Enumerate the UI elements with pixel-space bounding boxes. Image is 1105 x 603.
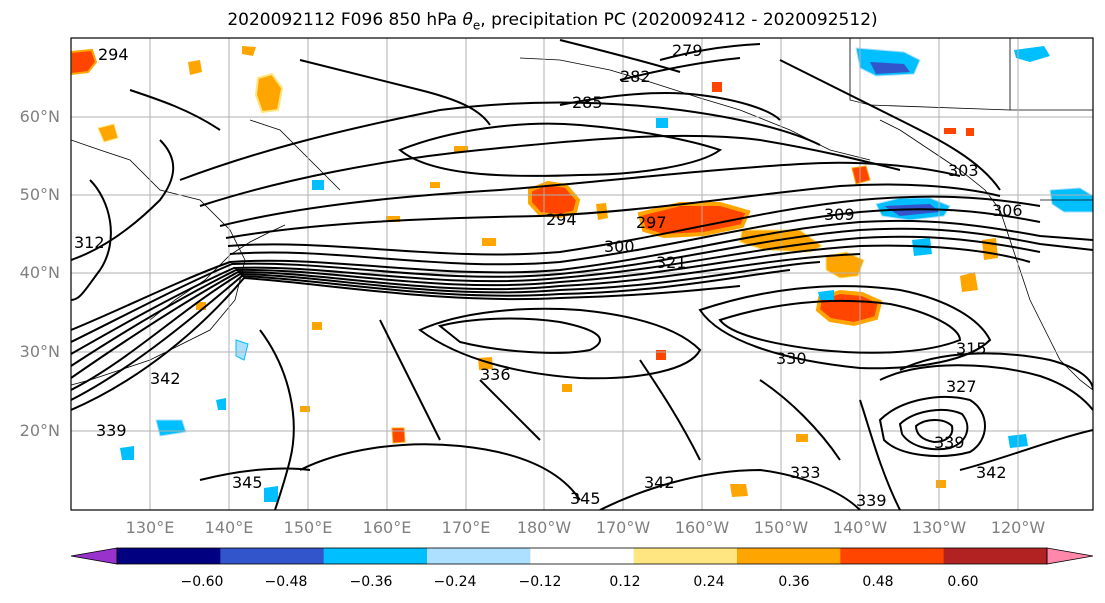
colorbar-tick-label: 0.36 (778, 574, 810, 590)
contour-label: 309 (824, 205, 855, 224)
colorbar-cell (943, 548, 1048, 564)
colorbar-tick-label: −0.48 (264, 574, 308, 590)
colorbar-tick-label: 0.12 (609, 574, 641, 590)
lon-label: 130°W (911, 518, 967, 537)
map-title: 2020092112 F096 850 hPa θe, precipitatio… (227, 10, 878, 33)
contour-label: 345 (570, 489, 601, 508)
contour-label: 294 (546, 210, 577, 229)
map-plot-area: 294 279 282 285 294 297 300 309 306 303 … (71, 38, 1093, 510)
contour-label: 330 (776, 349, 807, 368)
contour-label: 306 (992, 201, 1023, 220)
lon-label: 160°W (674, 518, 730, 537)
colorbar-extend-min (70, 547, 118, 565)
contour-labels: 294 279 282 285 294 297 300 309 306 303 … (74, 41, 1023, 510)
contour-label: 342 (976, 463, 1007, 482)
lon-label: 170°E (441, 518, 491, 537)
colorbar-cell (117, 548, 221, 564)
lat-label: 60°N (19, 107, 60, 126)
contour-label: 333 (790, 463, 821, 482)
colorbar-cells (117, 548, 1048, 564)
colorbar-extend-max (1046, 547, 1094, 565)
colorbar-cell (633, 548, 738, 564)
contour-label: 300 (604, 237, 635, 256)
contour-label: 339 (856, 491, 887, 510)
colorbar (70, 547, 1094, 565)
colorbar-cell (530, 548, 635, 564)
contour-label: 303 (948, 161, 979, 180)
lon-label: 120°W (990, 518, 1046, 537)
colorbar-cell (840, 548, 945, 564)
colorbar-tick-label: −0.36 (349, 574, 393, 590)
contour-label: 321 (656, 253, 687, 272)
map-frame (70, 37, 1094, 511)
contour-label: 342 (644, 473, 675, 492)
lat-label: 20°N (19, 421, 60, 440)
lat-label: 50°N (19, 185, 60, 204)
contour-label: 285 (572, 93, 603, 112)
lon-label: 170°W (595, 518, 651, 537)
lat-label: 30°N (19, 342, 60, 361)
contour-label: 315 (956, 339, 987, 358)
lon-label: 180°W (516, 518, 572, 537)
colorbar-tick-label: −0.12 (518, 574, 562, 590)
lon-label: 150°W (753, 518, 809, 537)
contour-label: 345 (232, 473, 263, 492)
colorbar-tick-label: 0.48 (862, 574, 894, 590)
lon-label: 130°E (125, 518, 175, 537)
colorbar-tick-label: 0.60 (947, 574, 979, 590)
contour-label: 339 (934, 433, 965, 452)
contour-label: 336 (480, 365, 511, 384)
colorbar-cell (220, 548, 325, 564)
lon-label: 140°E (204, 518, 254, 537)
contour-label: 312 (74, 233, 105, 252)
contour-label: 339 (96, 421, 127, 440)
colorbar-tick-label: 0.24 (693, 574, 725, 590)
theta-e-contours (71, 39, 1093, 510)
lon-label: 140°W (832, 518, 888, 537)
lon-label: 160°E (362, 518, 412, 537)
gridlines (71, 38, 1093, 510)
colorbar-cell (323, 548, 428, 564)
colorbar-tick-label: −0.24 (433, 574, 477, 590)
contour-label: 294 (98, 45, 129, 64)
contour-label: 327 (946, 377, 977, 396)
colorbar-cell (427, 548, 531, 564)
colorbar-cell (737, 548, 841, 564)
contour-label: 282 (620, 67, 651, 86)
contour-label: 342 (150, 369, 181, 388)
lon-label: 150°E (283, 518, 333, 537)
contour-label: 279 (672, 41, 703, 60)
colorbar-tick-label: −0.60 (180, 574, 224, 590)
lat-label: 40°N (19, 263, 60, 282)
contour-label: 297 (636, 213, 667, 232)
